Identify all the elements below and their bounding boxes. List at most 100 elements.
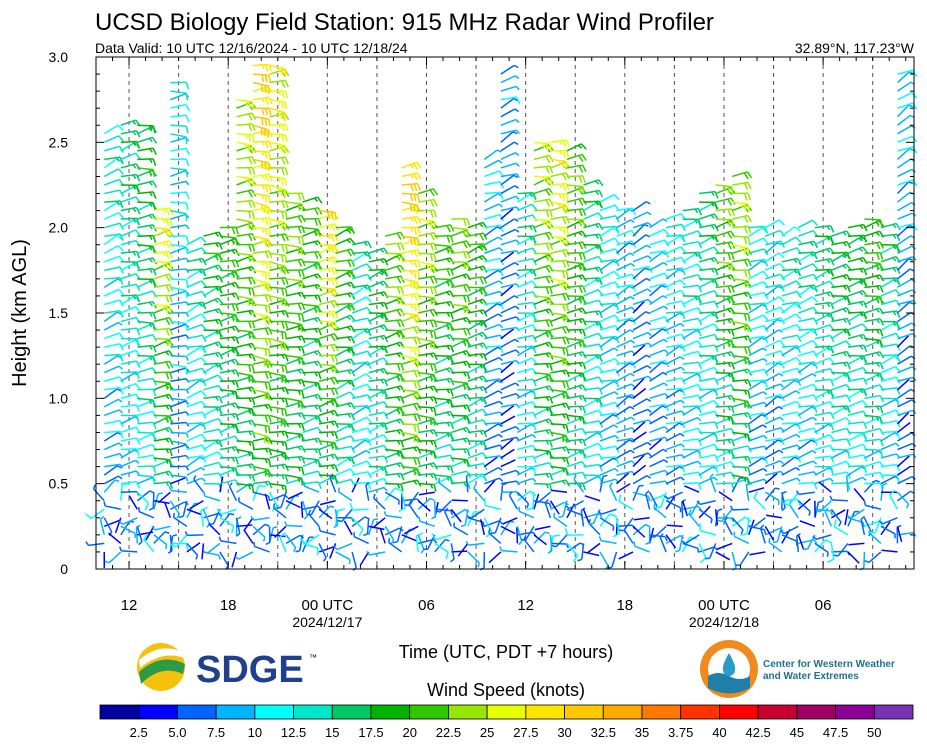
wind-barb bbox=[435, 500, 452, 513]
wind-barb bbox=[867, 517, 882, 534]
wind-barb bbox=[649, 338, 668, 348]
wind-barb bbox=[286, 346, 305, 355]
wind-barb bbox=[236, 141, 254, 153]
wind-barb bbox=[368, 280, 389, 289]
wind-barb bbox=[583, 200, 603, 209]
wind-barb bbox=[434, 397, 453, 408]
wind-barb bbox=[269, 474, 289, 483]
wind-barb bbox=[120, 414, 140, 423]
wind-barb bbox=[451, 393, 472, 402]
wind-barb bbox=[814, 247, 835, 255]
wind-barb bbox=[831, 284, 851, 293]
wind-barb bbox=[302, 393, 323, 402]
wind-barb bbox=[897, 432, 916, 442]
wind-barb bbox=[319, 209, 337, 220]
wind-barb bbox=[566, 164, 587, 173]
wind-barb bbox=[368, 378, 389, 387]
wind-barb bbox=[880, 299, 901, 307]
wind-barb bbox=[368, 312, 388, 321]
wind-barb bbox=[103, 168, 124, 178]
wind-barb bbox=[137, 334, 158, 342]
wind-barb bbox=[302, 261, 322, 270]
wind-barb bbox=[814, 378, 835, 387]
wind-barb bbox=[368, 400, 389, 409]
wind-barb bbox=[423, 534, 436, 551]
wind-barb bbox=[609, 482, 618, 502]
wind-barb bbox=[880, 233, 901, 242]
wind-barb bbox=[483, 313, 503, 323]
wind-barb bbox=[372, 517, 386, 529]
wind-barb bbox=[649, 239, 670, 247]
wind-barb bbox=[859, 551, 866, 571]
colorbar-segment bbox=[757, 704, 798, 720]
wind-barb bbox=[616, 470, 636, 476]
wind-barb bbox=[170, 147, 190, 156]
wind-barb bbox=[698, 508, 713, 524]
wind-barb bbox=[103, 234, 124, 246]
wind-barb bbox=[444, 507, 452, 527]
wind-barb bbox=[696, 500, 716, 506]
wind-barb bbox=[732, 397, 750, 409]
wind-barb bbox=[715, 295, 735, 304]
wind-barb bbox=[303, 481, 320, 493]
wind-barb bbox=[831, 416, 852, 425]
wind-barb bbox=[153, 240, 174, 249]
wind-barb bbox=[484, 498, 502, 510]
wind-barb bbox=[632, 298, 652, 306]
wind-barb bbox=[599, 337, 618, 348]
wind-barb bbox=[252, 431, 270, 445]
colorbar-title: Wind Speed (knots) bbox=[427, 680, 585, 700]
wind-barb bbox=[186, 357, 207, 365]
wind-barb bbox=[616, 273, 637, 281]
wind-barb bbox=[169, 534, 188, 548]
wind-barb bbox=[599, 281, 620, 289]
wind-barb bbox=[252, 184, 272, 193]
wind-barb bbox=[351, 439, 370, 451]
wind-barb bbox=[831, 448, 850, 458]
wind-barb bbox=[285, 494, 300, 510]
wind-barb bbox=[584, 495, 601, 502]
wind-barb bbox=[318, 266, 339, 276]
wind-barbs bbox=[85, 63, 918, 571]
wind-barb bbox=[831, 240, 852, 249]
wind-barb bbox=[649, 534, 668, 542]
wind-barb bbox=[252, 107, 272, 116]
wind-barb bbox=[137, 267, 157, 276]
wind-barb bbox=[252, 96, 273, 105]
wind-barb bbox=[798, 471, 818, 476]
wind-barb bbox=[599, 258, 620, 267]
wind-barb bbox=[583, 343, 604, 351]
wind-barb bbox=[846, 508, 865, 519]
wind-barb bbox=[434, 320, 453, 331]
wind-barb bbox=[236, 133, 255, 142]
wind-barb bbox=[533, 252, 553, 262]
wind-barb bbox=[483, 236, 503, 246]
wind-barb bbox=[517, 367, 538, 376]
wind-barb bbox=[434, 267, 455, 277]
wind-barb bbox=[533, 275, 554, 284]
wind-barb bbox=[500, 97, 518, 109]
wind-barb bbox=[451, 303, 470, 314]
colorbar-label: 12.5 bbox=[281, 725, 306, 740]
wind-barb bbox=[616, 383, 636, 391]
wind-barb bbox=[186, 456, 205, 468]
wind-barb bbox=[550, 380, 570, 389]
wind-barb bbox=[236, 430, 256, 439]
wind-barb bbox=[732, 181, 752, 190]
wind-barb bbox=[500, 129, 520, 135]
wind-barb bbox=[302, 316, 323, 325]
wind-barb bbox=[219, 551, 229, 570]
wind-barb bbox=[385, 472, 405, 481]
wind-barb bbox=[153, 371, 173, 380]
wind-barb bbox=[748, 467, 768, 476]
wind-barb bbox=[318, 505, 335, 519]
wind-barb bbox=[170, 278, 189, 287]
wind-barb bbox=[715, 471, 736, 480]
wind-barb bbox=[880, 525, 896, 539]
colorbar-segment bbox=[177, 704, 217, 720]
wind-barb bbox=[735, 551, 750, 567]
wind-barb bbox=[749, 551, 766, 556]
wind-barb bbox=[137, 474, 156, 485]
wind-barb bbox=[434, 334, 455, 342]
wind-barb bbox=[269, 233, 289, 242]
